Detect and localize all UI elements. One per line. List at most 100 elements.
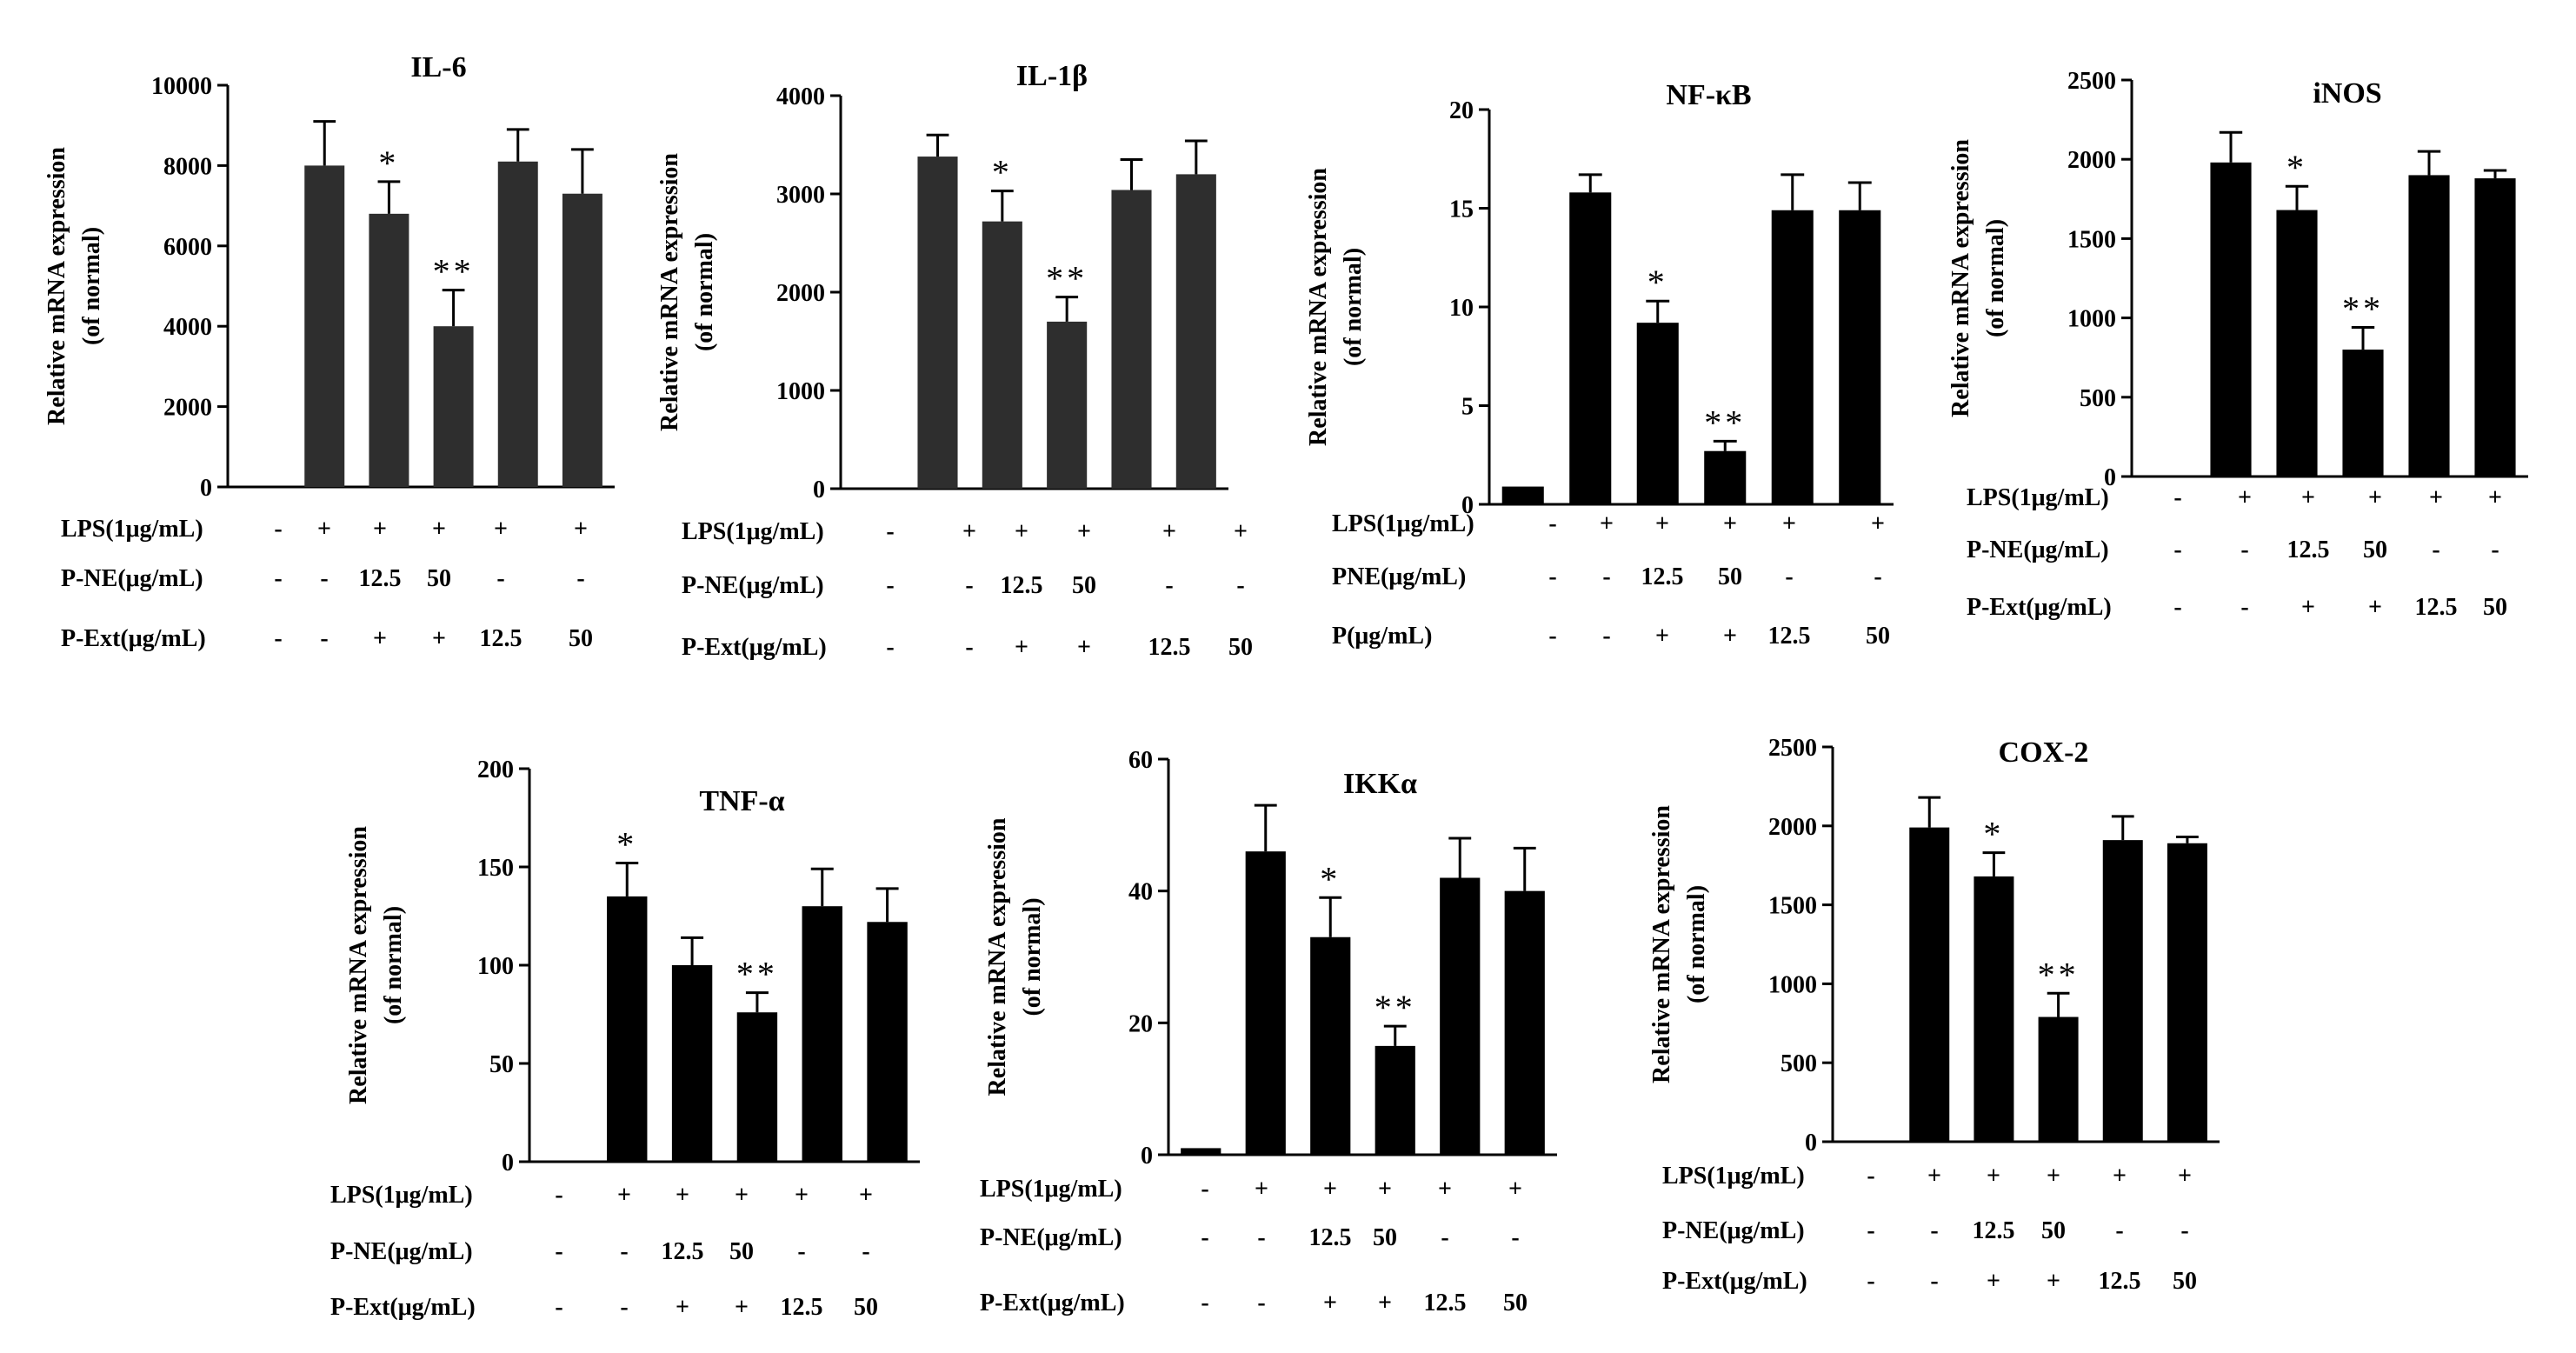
- condition-label: P-Ext(μg/mL): [61, 625, 206, 652]
- condition-value: 50: [854, 1294, 878, 1321]
- condition-value: +: [2178, 1163, 2192, 1190]
- y-axis-title: Relative mRNA expression: [43, 147, 70, 425]
- condition-value: -: [620, 1238, 628, 1265]
- y-tick-label: 2500: [1768, 735, 1817, 762]
- bar: [1375, 1045, 1415, 1155]
- condition-value: -: [1930, 1268, 1938, 1295]
- bar: [2342, 350, 2384, 477]
- condition-label: P-NE(μg/mL): [1662, 1217, 1805, 1244]
- y-axis-title: (of normal): [1683, 885, 1710, 1003]
- condition-value: +: [1323, 1176, 1337, 1203]
- condition-value: +: [1438, 1176, 1452, 1203]
- bar: [982, 221, 1022, 489]
- condition-value: -: [1930, 1217, 1938, 1244]
- condition-value: -: [886, 518, 894, 545]
- condition-value: +: [962, 518, 976, 545]
- bar: [2210, 162, 2252, 477]
- y-tick-label: 20: [1449, 97, 1474, 124]
- y-tick-label: 1500: [2067, 226, 2116, 253]
- condition-value: 50: [2041, 1217, 2066, 1244]
- condition-value: 50: [427, 565, 451, 592]
- y-tick-label: 500: [1781, 1050, 1817, 1077]
- y-axis-title: (of normal): [1340, 248, 1367, 366]
- condition-value: +: [617, 1182, 631, 1209]
- condition-value: -: [274, 625, 282, 652]
- bar: [2276, 210, 2318, 477]
- chart-title: TNF-α: [699, 785, 784, 817]
- condition-value: +: [1927, 1163, 1941, 1190]
- significance-marker: *: [2286, 148, 2307, 187]
- condition-value: +: [2047, 1163, 2060, 1190]
- y-tick-label: 1000: [776, 378, 825, 405]
- condition-value: -: [1874, 563, 1881, 590]
- bar: [304, 165, 345, 487]
- condition-value: +: [2113, 1163, 2127, 1190]
- bar: [1704, 450, 1747, 504]
- y-tick-label: 0: [200, 475, 212, 502]
- condition-value: +: [2301, 594, 2315, 621]
- condition-value: +: [373, 516, 387, 543]
- y-tick-label: 2500: [2067, 68, 2116, 95]
- y-tick-label: 5: [1461, 394, 1474, 421]
- chart-title: IL-6: [410, 51, 466, 83]
- y-tick-label: 1000: [2067, 306, 2116, 333]
- condition-value: +: [1378, 1176, 1392, 1203]
- condition-value: +: [1234, 518, 1248, 545]
- bar: [1310, 936, 1351, 1155]
- condition-value: +: [1378, 1290, 1392, 1316]
- condition-value: +: [1077, 634, 1091, 661]
- y-tick-label: 200: [477, 756, 514, 783]
- bar: [2408, 175, 2450, 477]
- condition-value: +: [2047, 1268, 2060, 1295]
- bar: [802, 906, 842, 1162]
- y-tick-label: 10000: [151, 73, 212, 100]
- condition-value: -: [1511, 1224, 1519, 1251]
- condition-value: -: [886, 572, 894, 599]
- condition-value: +: [1655, 623, 1669, 650]
- significance-marker: **: [2342, 290, 2384, 329]
- bar: [1111, 190, 1152, 490]
- condition-value: -: [1257, 1290, 1265, 1316]
- y-axis-title: (of normal): [380, 906, 407, 1024]
- condition-value: 12.5: [1309, 1224, 1352, 1251]
- bar: [1175, 174, 1216, 489]
- bar: [1974, 876, 2014, 1142]
- condition-value: +: [2429, 484, 2443, 511]
- condition-value: 12.5: [480, 625, 523, 652]
- y-tick-label: 20: [1128, 1010, 1153, 1037]
- significance-marker: *: [1647, 263, 1668, 302]
- condition-value: 50: [1072, 572, 1096, 599]
- y-tick-label: 15: [1449, 197, 1474, 223]
- condition-value: 12.5: [2415, 594, 2458, 621]
- condition-value: +: [574, 516, 588, 543]
- condition-value: +: [1255, 1176, 1268, 1203]
- condition-value: -: [1602, 623, 1610, 650]
- condition-value: -: [965, 634, 973, 661]
- bar: [2038, 1016, 2079, 1142]
- condition-value: +: [1782, 510, 1796, 537]
- condition-value: 50: [2363, 537, 2387, 563]
- condition-value: +: [2488, 484, 2502, 511]
- condition-value: -: [2173, 484, 2181, 511]
- significance-marker: **: [433, 252, 475, 291]
- y-tick-label: 4000: [163, 314, 212, 341]
- condition-value: +: [676, 1294, 689, 1321]
- y-tick-label: 4000: [776, 83, 825, 110]
- y-tick-label: 0: [813, 477, 825, 503]
- significance-marker: *: [616, 824, 637, 863]
- y-axis-title: (of normal): [1019, 897, 1046, 1016]
- y-tick-label: 40: [1128, 879, 1153, 906]
- condition-value: -: [1165, 572, 1173, 599]
- bar: [2474, 178, 2516, 477]
- condition-label: LPS(1μg/mL): [61, 516, 203, 543]
- condition-label: LPS(1μg/mL): [682, 518, 824, 545]
- significance-marker: *: [378, 143, 399, 183]
- condition-value: +: [1600, 510, 1614, 537]
- significance-marker: **: [1375, 988, 1416, 1027]
- y-axis-title: (of normal): [78, 227, 105, 345]
- condition-value: +: [2301, 484, 2315, 511]
- condition-value: -: [320, 565, 328, 592]
- y-tick-label: 2000: [1768, 814, 1817, 841]
- chart-panel-5: TNF-α 0 50 100 150 200 Relative mRNA expressio…: [330, 756, 920, 1321]
- condition-value: -: [1257, 1224, 1265, 1251]
